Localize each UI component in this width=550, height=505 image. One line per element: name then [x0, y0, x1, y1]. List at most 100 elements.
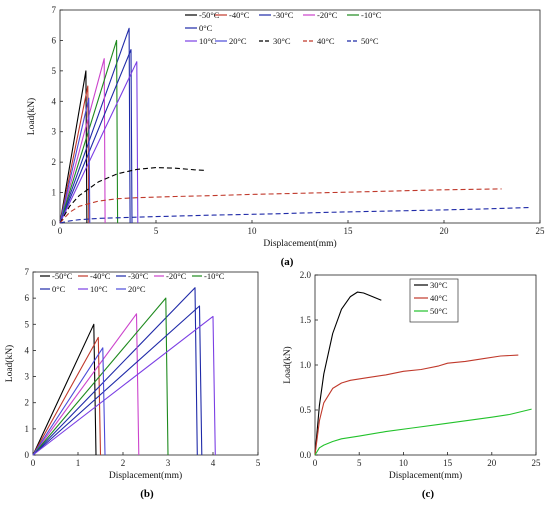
- legend-label: 50°C: [430, 306, 448, 316]
- x-tick-label: 5: [154, 226, 159, 236]
- y-tick-label: 5: [25, 319, 30, 329]
- y-tick-label: 2: [52, 157, 57, 167]
- legend-label: -10°C: [204, 271, 225, 281]
- legend-label: 40°C: [317, 36, 335, 46]
- y-axis-label: Load(kN): [4, 345, 15, 382]
- y-tick-label: 3: [25, 372, 30, 382]
- series-line-minus40c: [32, 336, 102, 456]
- y-tick-label: 4: [25, 345, 30, 355]
- y-tick-label: 7: [25, 267, 30, 277]
- plot-frame: [59, 9, 541, 224]
- legend-box: [409, 278, 459, 323]
- series-line-minus40c: [59, 85, 90, 224]
- series-line-30c: [314, 291, 382, 456]
- series-line-40c: [59, 188, 502, 224]
- y-tick-label: 3: [52, 127, 57, 137]
- x-tick-label: 5: [256, 458, 261, 468]
- y-tick-label: 6: [25, 293, 30, 303]
- x-tick-label: 25: [532, 458, 542, 468]
- series-line-minus30c: [59, 27, 131, 224]
- y-axis-label: Load(kN): [26, 98, 37, 135]
- y-tick-label: 1: [52, 188, 57, 198]
- x-tick-label: 10: [248, 226, 258, 236]
- y-tick-label: 4: [52, 96, 57, 106]
- y-tick-label: 0.0: [300, 450, 312, 460]
- legend-label: 30°C: [430, 280, 448, 290]
- x-tick-label: 15: [443, 458, 453, 468]
- y-tick-label: 1.0: [300, 360, 312, 370]
- series-line-minus50c: [32, 323, 97, 456]
- series-line-minus30c: [32, 287, 198, 456]
- x-tick-label: 4: [211, 458, 216, 468]
- legend-label: 30°C: [273, 36, 291, 46]
- legend-label: 0°C: [199, 23, 213, 33]
- series-line-minus20c: [32, 313, 140, 456]
- series-line-0c: [59, 49, 133, 224]
- y-tick-label: 0: [25, 450, 30, 460]
- series-line-minus20c: [59, 58, 106, 224]
- legend: 30°C 40°C 50°C: [409, 278, 459, 323]
- legend-label: 20°C: [128, 284, 146, 294]
- series-line-minus10c: [32, 297, 169, 456]
- series-line-40c: [314, 354, 519, 456]
- x-axis-label: Displacement(mm): [109, 470, 182, 481]
- series-line-0c: [32, 305, 203, 456]
- series-line-minus50c: [59, 70, 88, 224]
- y-tick-label: 2: [25, 398, 30, 408]
- x-tick-label: 5: [357, 458, 362, 468]
- y-tick-label: 6: [52, 35, 57, 45]
- series-line-20c: [59, 97, 91, 224]
- panel-caption: (c): [422, 488, 435, 500]
- x-tick-label: 20: [440, 226, 450, 236]
- series-line-10c: [32, 315, 216, 456]
- x-tick-label: 25: [536, 226, 546, 236]
- legend-label: -30°C: [273, 10, 294, 20]
- plot-frame: [32, 271, 259, 456]
- legend-label: 0°C: [52, 284, 66, 294]
- x-tick-label: 15: [344, 226, 354, 236]
- chart-c: 0 5 10 15 20 25 0.0 0.5 1.0 1.5 2.0 Displacement(mm…: [282, 270, 541, 500]
- x-tick-label: 20: [487, 458, 497, 468]
- y-tick-label: 0.5: [300, 405, 312, 415]
- legend-label: -20°C: [317, 10, 338, 20]
- y-tick-label: 1.5: [300, 315, 312, 325]
- chart-b: 0 1 2 3 4 5 0 1 2 3 4 5 6 7 Displacement(mm) Load(kN) (b…: [4, 267, 261, 500]
- y-tick-label: 5: [52, 66, 57, 76]
- legend: -50°C -40°C -30°C -20°C -10°C 0°C 10°C 20°C: [40, 271, 225, 294]
- legend-label: 10°C: [90, 284, 108, 294]
- series-line-minus10c: [59, 39, 119, 224]
- y-tick-label: 7: [52, 5, 57, 15]
- legend-label: -50°C: [199, 10, 220, 20]
- x-tick-label: 0: [58, 226, 63, 236]
- legend-label: 20°C: [229, 36, 247, 46]
- x-axis-label: Displacement(mm): [389, 470, 462, 481]
- x-tick-label: 3: [166, 458, 171, 468]
- legend-label: 10°C: [199, 36, 217, 46]
- x-tick-label: 0: [313, 458, 318, 468]
- series-line-20c: [32, 347, 106, 456]
- x-tick-label: 1: [76, 458, 81, 468]
- legend-label: -30°C: [128, 271, 149, 281]
- x-tick-label: 10: [399, 458, 409, 468]
- x-tick-label: 2: [121, 458, 126, 468]
- y-tick-label: 2.0: [300, 270, 312, 280]
- legend-label: -20°C: [166, 271, 187, 281]
- legend-label: 40°C: [430, 293, 448, 303]
- y-axis-label: Load(kN): [282, 346, 293, 383]
- series-line-50c: [314, 408, 532, 456]
- legend-label: -40°C: [229, 10, 250, 20]
- series-line-50c: [59, 206, 531, 224]
- x-tick-label: 0: [31, 458, 36, 468]
- legend: -50°C -40°C -30°C -20°C -10°C 0°C 10°C 20°C 30°C…: [185, 10, 382, 46]
- panel-caption: (a): [281, 256, 294, 268]
- legend-label: -10°C: [361, 10, 382, 20]
- y-tick-label: 0: [52, 218, 57, 228]
- y-tick-label: 1: [25, 424, 30, 434]
- legend-label: -40°C: [90, 271, 111, 281]
- legend-label: 50°C: [361, 36, 379, 46]
- x-axis-label: Displacement(mm): [263, 238, 336, 249]
- chart-a: 0 5 10 15 20 25 0 1 2 3 4 5 6 7 Displacement(mm) Load(k…: [26, 5, 545, 268]
- series-line-30c: [59, 167, 206, 224]
- legend-label: -50°C: [52, 271, 73, 281]
